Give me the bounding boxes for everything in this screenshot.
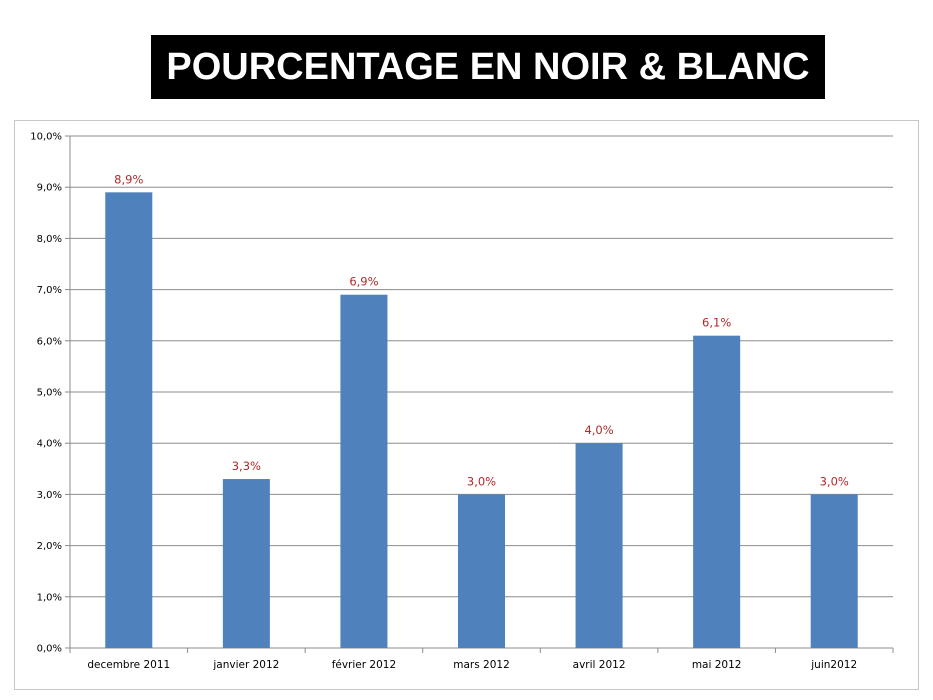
bar [457, 494, 506, 648]
y-tick-label: 1,0% [37, 592, 62, 603]
bar [222, 479, 270, 648]
y-tick-label: 10,0% [30, 132, 62, 143]
y-tick-label: 0,0% [37, 644, 62, 655]
chart-title-box: POURCENTAGE EN NOIR & BLANC [151, 35, 825, 99]
bar [810, 494, 858, 648]
category-label: février 2012 [332, 659, 396, 671]
category-label: mars 2012 [453, 659, 510, 671]
y-tick-label: 9,0% [37, 183, 62, 194]
bar [340, 294, 388, 648]
bar [105, 192, 153, 648]
data-label: 3,0% [820, 474, 849, 488]
chart-frame [14, 120, 919, 690]
data-label: 4,0% [584, 423, 613, 437]
data-label: 3,3% [232, 459, 261, 473]
category-label: janvier 2012 [212, 659, 279, 671]
y-tick-labels: 0,0% 1,0% 2,0% 3,0% 4,0% 5,0% 6,0% 7,0% 8,0% 9,0%… [30, 132, 62, 655]
data-labels: 8,9% 3,3% 6,9% 3,0% 4,0% 6,1% 3,0% [114, 172, 849, 488]
data-label: 6,1% [702, 316, 731, 330]
y-tick-label: 4,0% [37, 439, 62, 450]
data-label: 3,0% [467, 474, 496, 488]
y-tick-label: 2,0% [37, 541, 62, 552]
chart-title: POURCENTAGE EN NOIR & BLANC [166, 45, 810, 88]
data-label: 6,9% [349, 275, 378, 289]
y-tick-label: 6,0% [37, 336, 62, 347]
y-tick-label: 3,0% [37, 490, 62, 501]
y-tick-label: 7,0% [37, 285, 62, 296]
y-tick-label: 5,0% [37, 388, 62, 399]
category-label: decembre 2011 [87, 659, 170, 671]
y-tick-label: 8,0% [37, 234, 62, 245]
category-label: mai 2012 [692, 659, 742, 671]
bar [693, 335, 741, 648]
category-label: juin2012 [810, 659, 857, 671]
data-label: 8,9% [114, 172, 143, 186]
category-label: avril 2012 [573, 659, 626, 671]
bars [105, 192, 858, 648]
category-labels: decembre 2011 janvier 2012 février 2012 mar… [87, 659, 857, 671]
bar [575, 443, 623, 648]
